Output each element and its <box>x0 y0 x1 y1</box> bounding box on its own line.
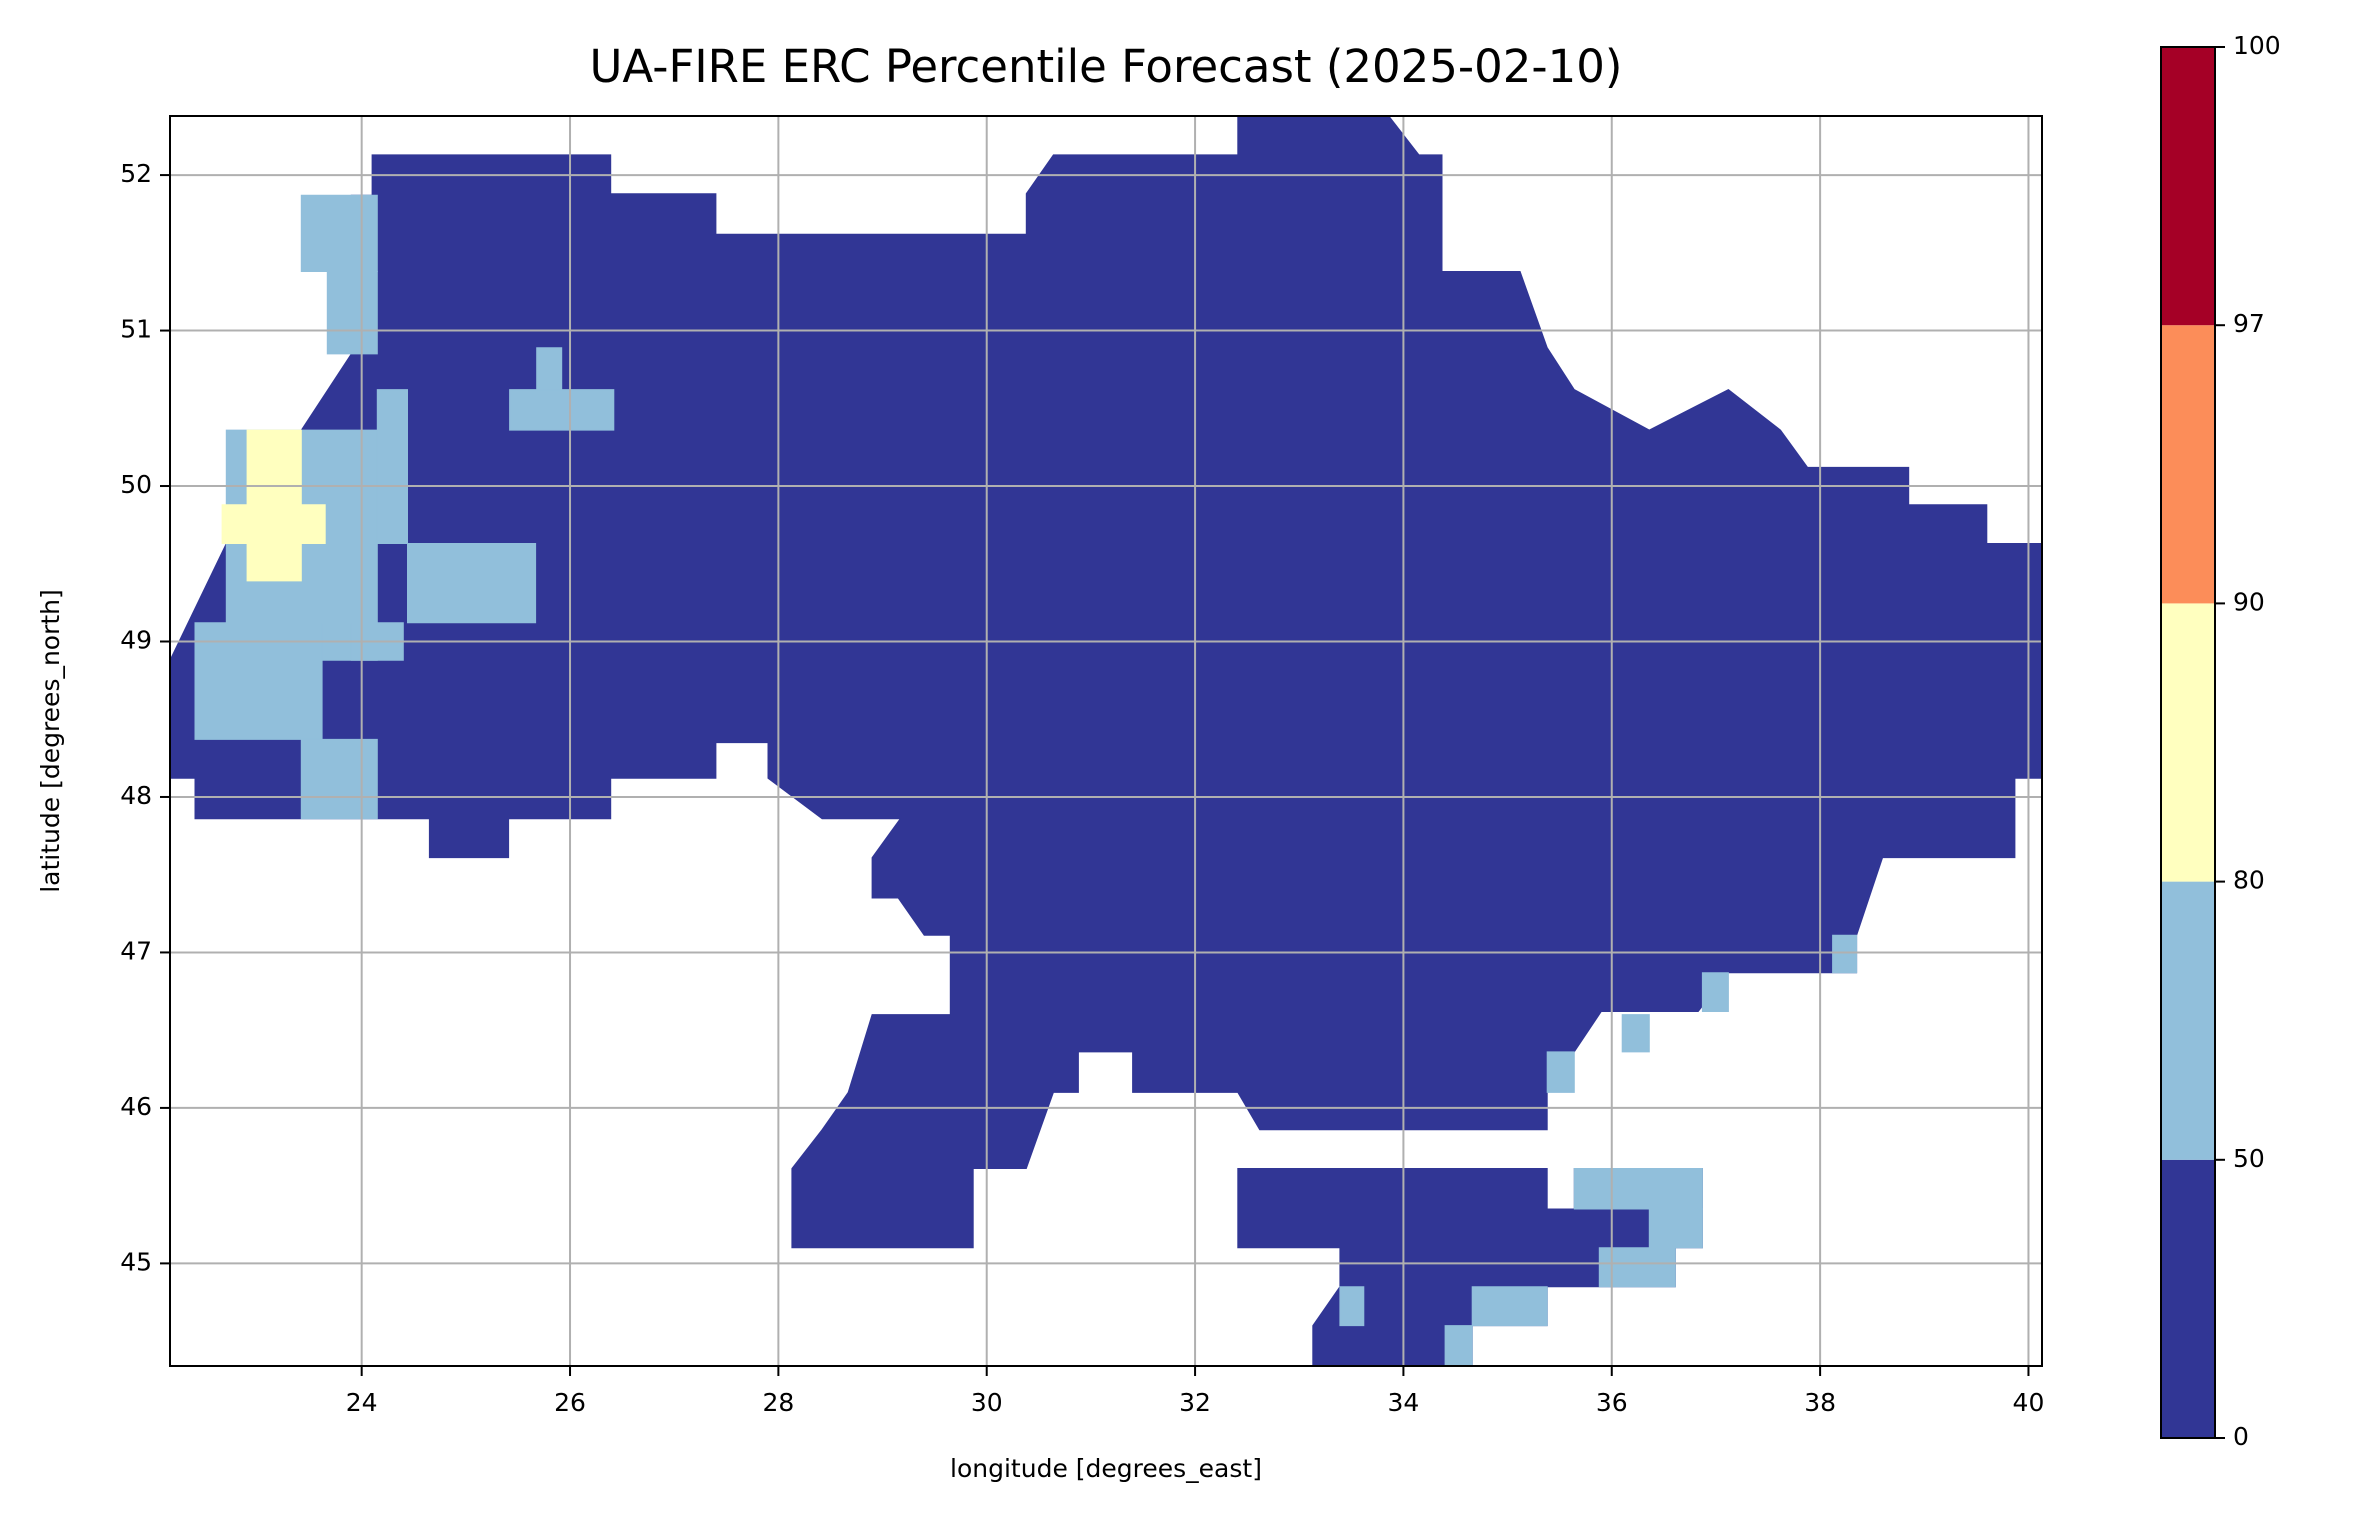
map-cell-region <box>536 347 563 391</box>
colorbar-tick-label: 80 <box>2233 866 2265 895</box>
x-tick-label: 30 <box>971 1388 1003 1417</box>
y-tick-label: 50 <box>120 470 152 499</box>
x-tick-label: 34 <box>1388 1388 1420 1417</box>
x-tick-label: 36 <box>1596 1388 1628 1417</box>
map-cell-region <box>1573 1168 1703 1210</box>
map-cell-region <box>169 115 2043 1249</box>
map-cells <box>169 115 2043 1367</box>
y-tick-label: 45 <box>120 1247 152 1276</box>
map-cell-region <box>300 738 378 820</box>
map-cell-region <box>1648 1208 1703 1249</box>
colorbar-bin <box>2161 325 2215 604</box>
map-cell-region <box>221 504 326 544</box>
map-cell-region <box>1546 1051 1575 1093</box>
axes-frame <box>169 115 2043 1367</box>
map-cell-region <box>1339 1286 1365 1327</box>
y-tick-label: 48 <box>120 781 152 810</box>
y-tick-label: 52 <box>120 159 152 188</box>
colorbar-frame <box>2160 46 2216 1439</box>
map-cell-region <box>1832 934 1858 974</box>
colorbar-bin <box>2161 603 2215 882</box>
map-cell-region <box>1701 972 1729 1012</box>
map-cell-region <box>194 622 323 740</box>
y-tick-label: 47 <box>120 936 152 965</box>
map-cell-region <box>407 543 537 624</box>
colorbar-bin <box>2161 47 2215 326</box>
map-cell-region <box>1621 1014 1650 1053</box>
y-tick-label: 49 <box>120 625 152 654</box>
colorbar-bin <box>2161 1159 2215 1438</box>
y-tick-label: 46 <box>120 1092 152 1121</box>
grid <box>170 116 2042 1366</box>
map-cell-region <box>1471 1286 1548 1327</box>
x-tick-label: 26 <box>554 1388 586 1417</box>
colorbar: 0 50 80 90 97 100 <box>2160 31 2281 1451</box>
map-cell-region <box>1444 1325 1473 1367</box>
colorbar-tick-label: 100 <box>2233 31 2281 60</box>
colorbar-tick-label: 50 <box>2233 1144 2265 1173</box>
colorbar-tick-label: 0 <box>2233 1422 2249 1451</box>
x-tick-label: 32 <box>1179 1388 1211 1417</box>
x-tick-label: 28 <box>762 1388 794 1417</box>
colorbar-tick-label: 90 <box>2233 587 2265 616</box>
colorbar-tick-label: 97 <box>2233 309 2265 338</box>
map-cell-region <box>376 389 408 544</box>
y-tick-label: 51 <box>120 315 152 344</box>
colorbar-bin <box>2161 881 2215 1160</box>
map-cell-region <box>509 389 615 431</box>
map-cell-region <box>1598 1247 1676 1288</box>
x-tick-label: 40 <box>2013 1388 2045 1417</box>
map-cell-region <box>300 194 378 272</box>
y-axis-label: latitude [degrees_north] <box>36 589 65 893</box>
map-cell-region <box>326 271 378 355</box>
x-axis-label: longitude [degrees_east] <box>950 1454 1262 1483</box>
x-tick-label: 24 <box>346 1388 378 1417</box>
chart-title: UA-FIRE ERC Percentile Forecast (2025-02… <box>590 40 1623 93</box>
x-tick-label: 38 <box>1804 1388 1836 1417</box>
ticks: 24 26 28 30 32 34 36 38 40 45 46 47 48 49 50 51 52 <box>120 159 2044 1417</box>
